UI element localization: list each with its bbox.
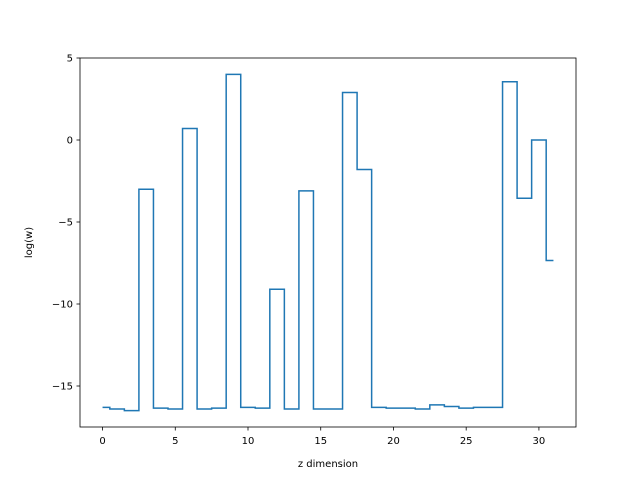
x-tick-label: 15 (314, 436, 327, 447)
x-tick-label: 5 (172, 436, 178, 447)
y-tick-label: 0 (67, 136, 73, 147)
x-axis-label: z dimension (298, 459, 358, 470)
x-tick-label: 30 (533, 436, 546, 447)
x-tick-label: 25 (460, 436, 473, 447)
y-tick-label: −5 (58, 218, 73, 229)
axes-frame (79, 57, 577, 428)
plot-area (102, 73, 554, 412)
y-tick-label: −10 (52, 300, 73, 311)
x-tick-label: 10 (242, 436, 255, 447)
y-tick-label: 5 (67, 54, 73, 65)
y-axis-label: log(w) (24, 227, 35, 258)
axis-ticks: 0 5 10 15 20 25 30 5 0 −5 −10 −15 (52, 54, 545, 448)
y-tick-label: −15 (52, 382, 73, 393)
x-tick-label: 20 (387, 436, 400, 447)
x-tick-label: 0 (99, 436, 105, 447)
series-line-0 (102, 73, 554, 412)
